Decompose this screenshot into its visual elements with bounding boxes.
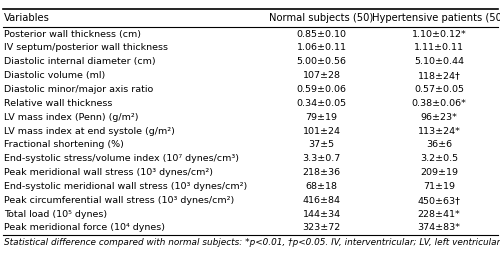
Text: 101±24: 101±24	[302, 127, 341, 135]
Text: 228±41*: 228±41*	[418, 210, 461, 219]
Text: 1.10±0.12*: 1.10±0.12*	[412, 30, 467, 39]
Text: 113±24*: 113±24*	[418, 127, 461, 135]
Text: 0.85±0.10: 0.85±0.10	[296, 30, 346, 39]
Text: Relative wall thickness: Relative wall thickness	[4, 99, 112, 108]
Text: 36±6: 36±6	[426, 140, 452, 149]
Text: LV mass index (Penn) (g/m²): LV mass index (Penn) (g/m²)	[4, 113, 138, 122]
Text: 96±23*: 96±23*	[420, 113, 458, 122]
Text: Peak meridional wall stress (10³ dynes/cm²): Peak meridional wall stress (10³ dynes/c…	[4, 168, 213, 177]
Text: 209±19: 209±19	[420, 168, 458, 177]
Text: End-systolic meridional wall stress (10³ dynes/cm²): End-systolic meridional wall stress (10³…	[4, 182, 247, 191]
Text: 144±34: 144±34	[302, 210, 341, 219]
Text: 374±83*: 374±83*	[418, 224, 461, 233]
Text: Peak circumferential wall stress (10³ dynes/cm²): Peak circumferential wall stress (10³ dy…	[4, 196, 234, 205]
Text: Total load (10⁵ dynes): Total load (10⁵ dynes)	[4, 210, 107, 219]
Text: 323±72: 323±72	[302, 224, 341, 233]
Text: IV septum/posterior wall thickness: IV septum/posterior wall thickness	[4, 44, 168, 53]
Text: 3.3±0.7: 3.3±0.7	[302, 154, 341, 163]
Text: Variables: Variables	[4, 13, 50, 23]
Text: 416±84: 416±84	[302, 196, 341, 205]
Text: 0.34±0.05: 0.34±0.05	[296, 99, 346, 108]
Text: 0.57±0.05: 0.57±0.05	[414, 85, 464, 94]
Text: 79±19: 79±19	[306, 113, 338, 122]
Text: Posterior wall thickness (cm): Posterior wall thickness (cm)	[4, 30, 141, 39]
Text: 0.38±0.06*: 0.38±0.06*	[412, 99, 467, 108]
Text: 1.06±0.11: 1.06±0.11	[296, 44, 346, 53]
Text: 3.2±0.5: 3.2±0.5	[420, 154, 458, 163]
Text: Statistical difference compared with normal subjects: *p<0.01, †p<0.05. IV, inte: Statistical difference compared with nor…	[4, 238, 500, 247]
Text: 37±5: 37±5	[308, 140, 334, 149]
Text: 0.59±0.06: 0.59±0.06	[296, 85, 346, 94]
Text: Normal subjects (50): Normal subjects (50)	[270, 13, 374, 23]
Text: Diastolic volume (ml): Diastolic volume (ml)	[4, 71, 105, 80]
Text: 107±28: 107±28	[302, 71, 341, 80]
Text: 450±63†: 450±63†	[418, 196, 461, 205]
Text: 118±24†: 118±24†	[418, 71, 461, 80]
Text: 68±18: 68±18	[306, 182, 338, 191]
Text: Diastolic internal diameter (cm): Diastolic internal diameter (cm)	[4, 57, 156, 66]
Text: Fractional shortening (%): Fractional shortening (%)	[4, 140, 124, 149]
Text: 1.11±0.11: 1.11±0.11	[414, 44, 464, 53]
Text: 71±19: 71±19	[423, 182, 455, 191]
Text: Peak meridional force (10⁴ dynes): Peak meridional force (10⁴ dynes)	[4, 224, 165, 233]
Text: 5.10±0.44: 5.10±0.44	[414, 57, 464, 66]
Text: 5.00±0.56: 5.00±0.56	[296, 57, 346, 66]
Text: LV mass index at end systole (g/m²): LV mass index at end systole (g/m²)	[4, 127, 175, 135]
Text: 218±36: 218±36	[302, 168, 341, 177]
Text: Hypertensive patients (50): Hypertensive patients (50)	[372, 13, 500, 23]
Text: End-systolic stress/volume index (10⁷ dynes/cm³): End-systolic stress/volume index (10⁷ dy…	[4, 154, 239, 163]
Text: Diastolic minor/major axis ratio: Diastolic minor/major axis ratio	[4, 85, 153, 94]
